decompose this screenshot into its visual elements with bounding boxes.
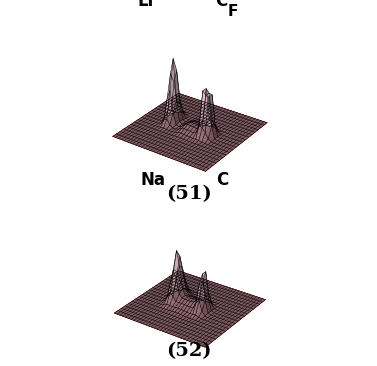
Text: (52): (52) xyxy=(166,343,211,361)
Text: Li: Li xyxy=(137,0,153,10)
Text: Na: Na xyxy=(141,171,166,189)
Text: C: C xyxy=(215,0,227,10)
Text: F: F xyxy=(228,4,239,19)
Text: C: C xyxy=(216,171,228,189)
Text: (51): (51) xyxy=(166,185,211,203)
